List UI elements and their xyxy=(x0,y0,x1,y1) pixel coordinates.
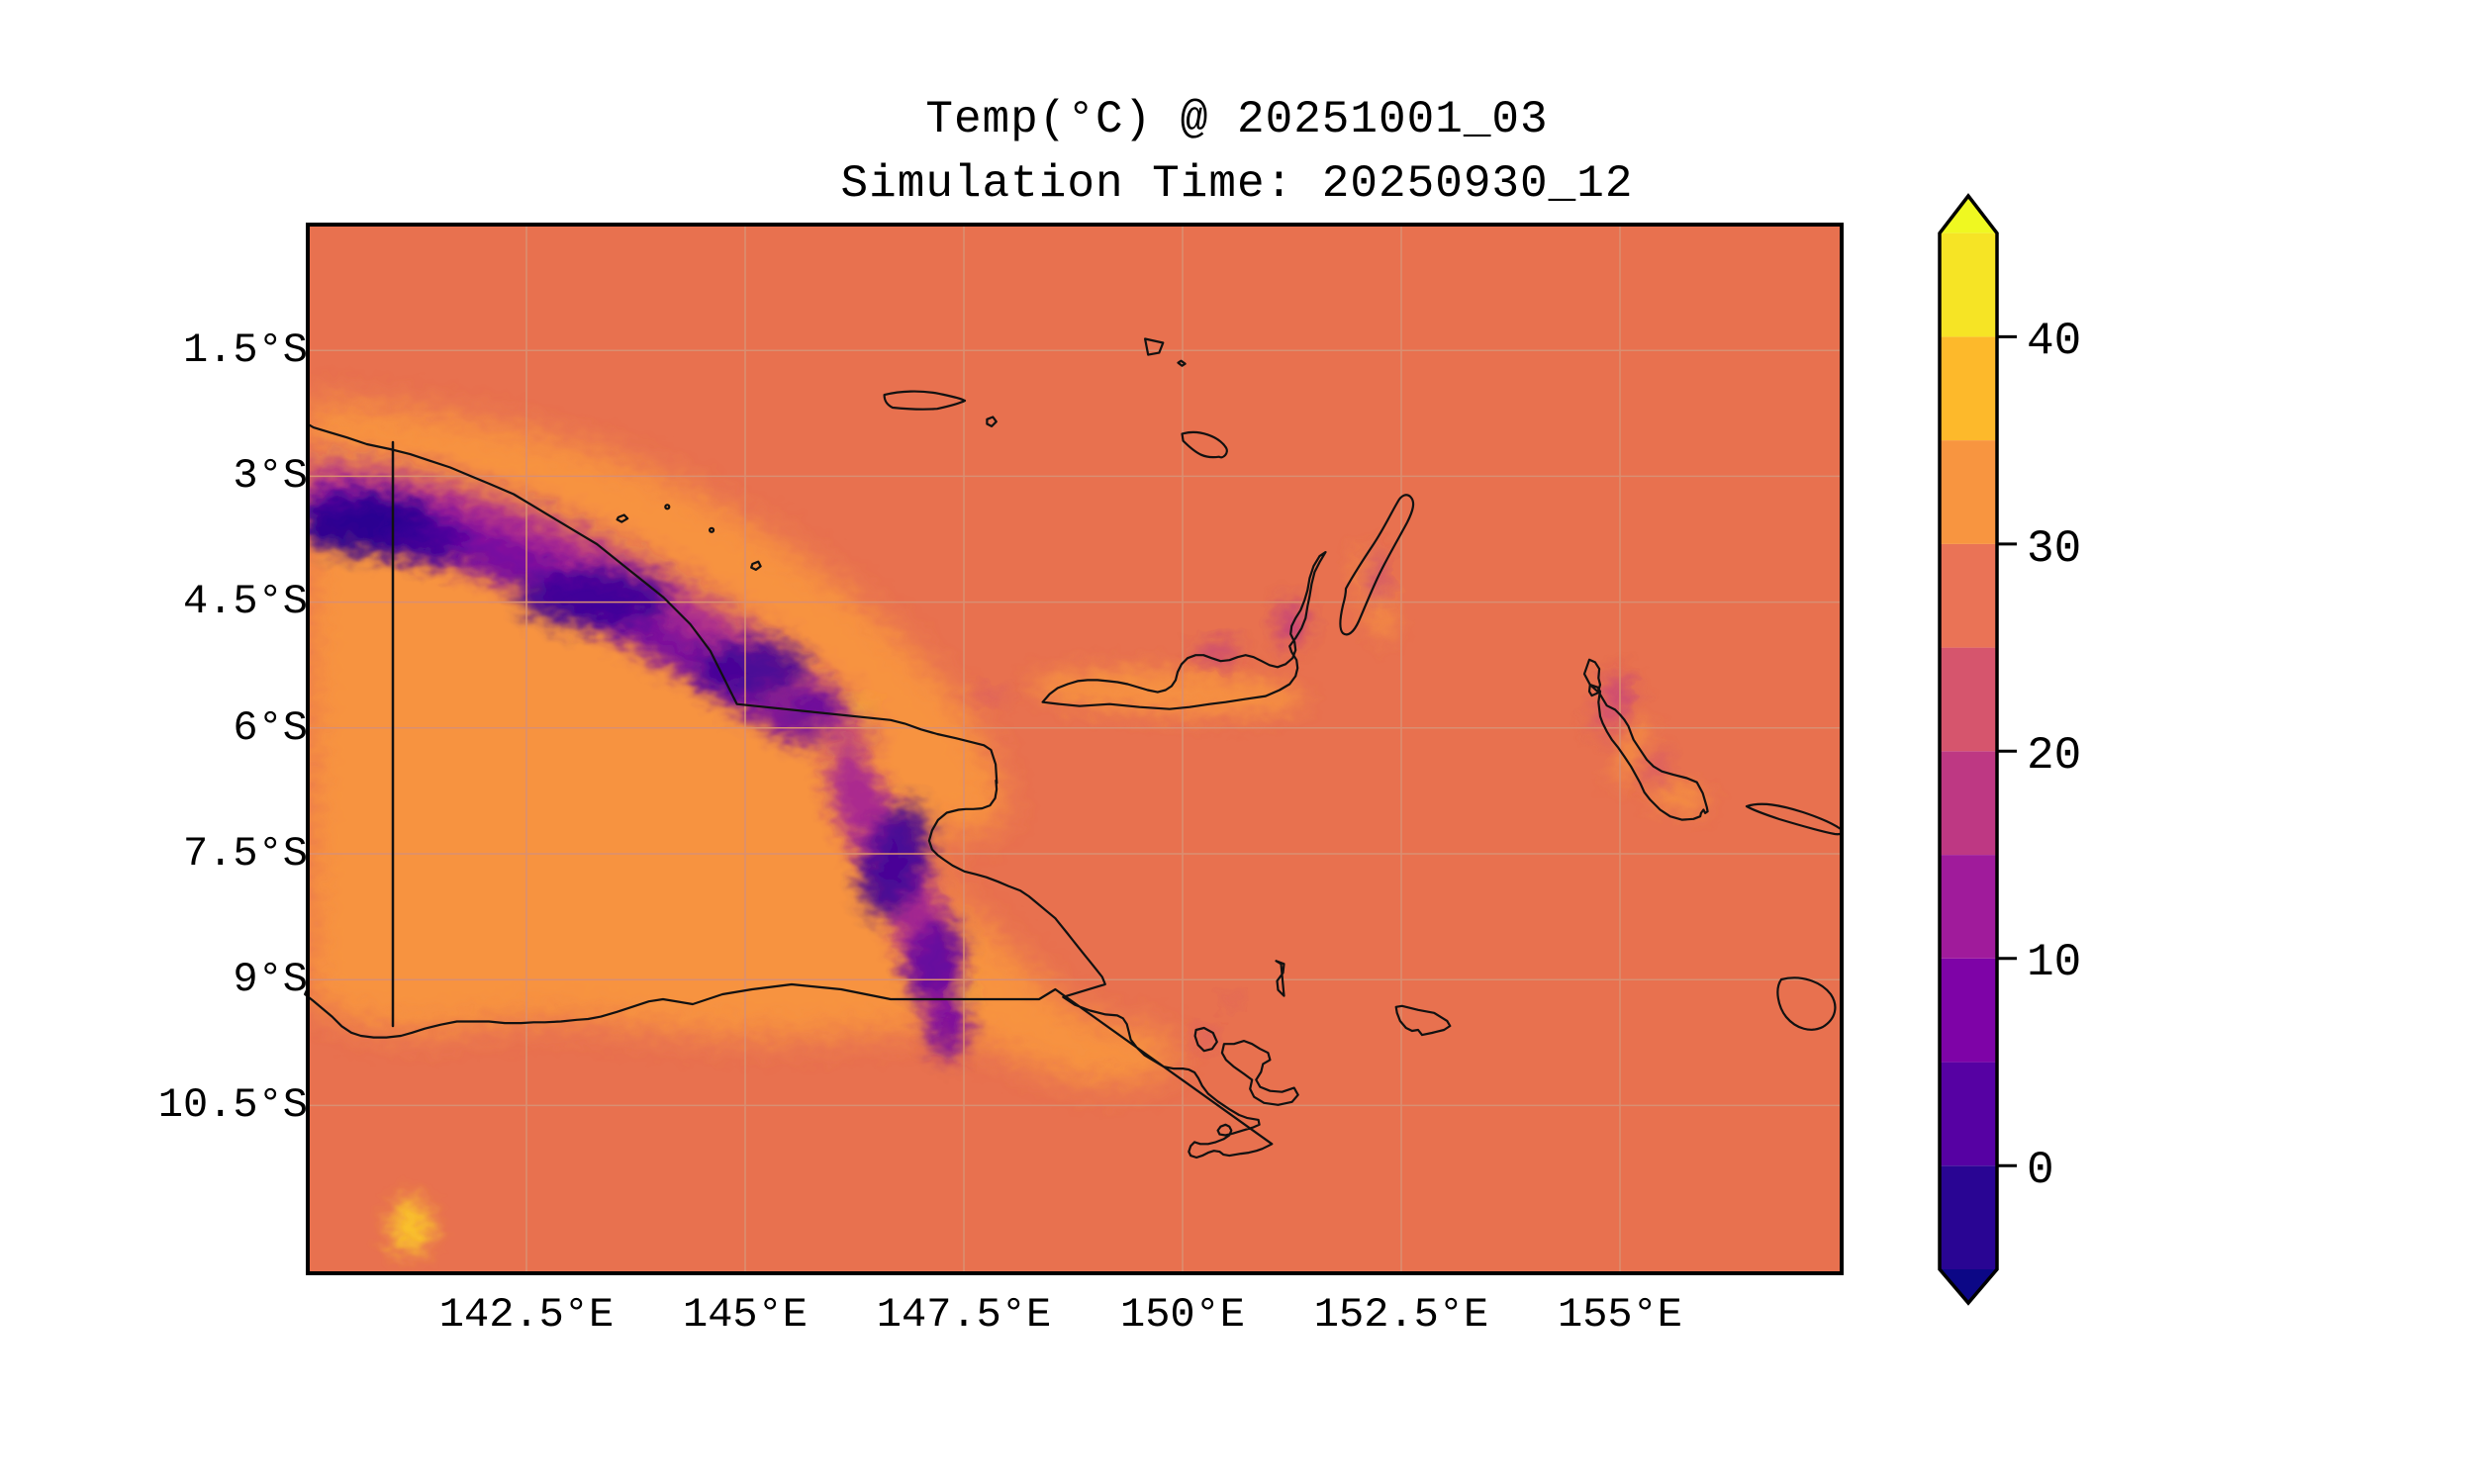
svg-text:30: 30 xyxy=(2027,523,2081,575)
svg-text:40: 40 xyxy=(2027,316,2081,367)
svg-text:0: 0 xyxy=(2027,1145,2054,1196)
svg-text:10: 10 xyxy=(2027,937,2081,988)
svg-text:20: 20 xyxy=(2027,730,2081,782)
